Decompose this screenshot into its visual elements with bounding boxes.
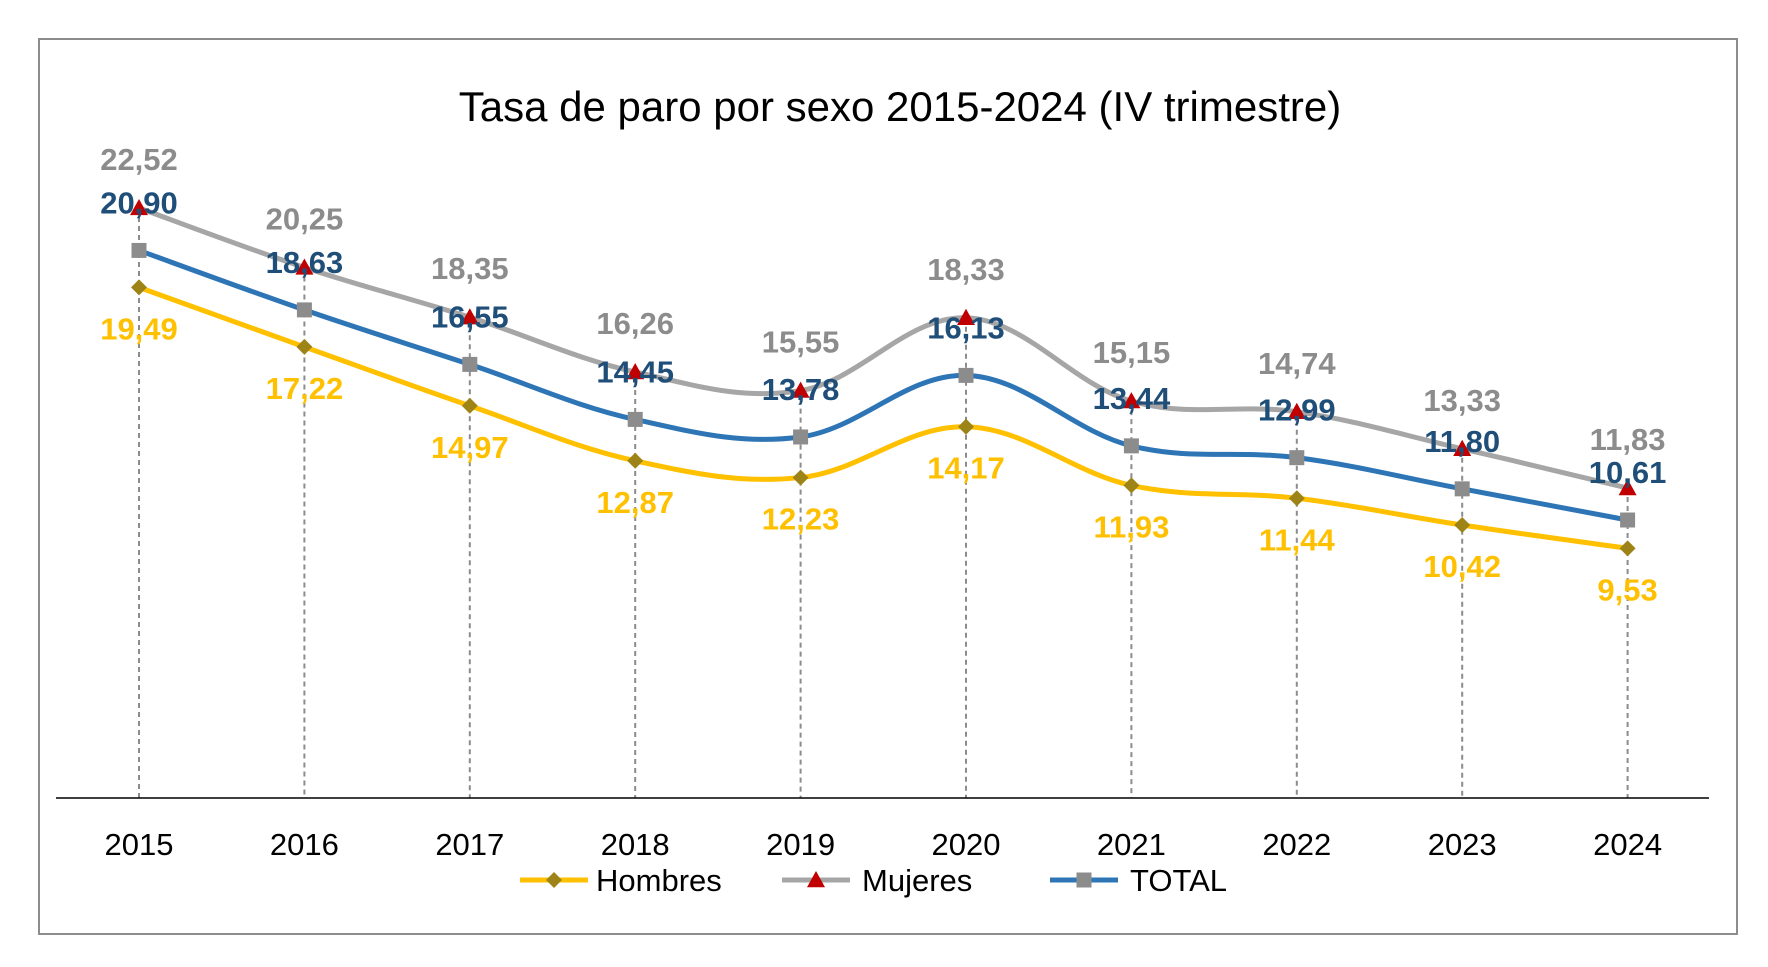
data-label-mujeres-2017: 18,35: [431, 251, 509, 286]
legend-marker-total: [1076, 872, 1092, 888]
legend-label-mujeres: Mujeres: [862, 863, 972, 898]
series-markers: [130, 198, 1637, 557]
data-label-total-2017: 16,55: [431, 299, 509, 334]
marker-hombres-2023: [1454, 516, 1471, 533]
marker-total-2018: [627, 411, 643, 427]
data-label-hombres-2019: 12,23: [762, 502, 840, 537]
legend-marker-hombres: [546, 872, 562, 888]
data-label-total-2020: 16,13: [927, 310, 1005, 345]
data-label-mujeres-2024: 11,83: [1590, 422, 1666, 457]
marker-hombres-2020: [958, 418, 974, 435]
legend-marker-mujeres: [807, 871, 825, 888]
x-tick-2019: 2019: [766, 827, 835, 862]
marker-total-2024: [1620, 512, 1636, 528]
marker-total-2016: [296, 302, 312, 318]
data-label-hombres-2021: 11,93: [1093, 509, 1169, 544]
data-label-total-2024: 10,61: [1589, 455, 1667, 490]
data-labels: 19,49 17,22 14,97 12,87 12,23 14,17 11,93 11,44…: [100, 142, 1666, 607]
marker-hombres-2022: [1288, 490, 1305, 507]
data-label-hombres-2024: 9,53: [1597, 572, 1657, 607]
legend-item-total: TOTAL: [1050, 863, 1227, 898]
x-tick-labels: 2015 2016 2017 2018 2019 2020 2021 2022 2023 2024: [105, 827, 1663, 862]
data-label-hombres-2015: 19,49: [100, 311, 178, 346]
marker-mujeres-2018: [626, 362, 645, 380]
data-label-mujeres-2018: 16,26: [596, 306, 674, 341]
data-label-total-2021: 13,44: [1093, 381, 1171, 416]
marker-hombres-2016: [296, 338, 313, 355]
series-line-total: [136, 247, 1631, 523]
data-label-total-2022: 12,99: [1258, 393, 1336, 428]
x-tick-2021: 2021: [1097, 827, 1166, 862]
marker-total-2020: [958, 367, 974, 383]
legend-item-mujeres: Mujeres: [782, 863, 972, 898]
x-tick-2016: 2016: [270, 827, 339, 862]
legend-label-hombres: Hombres: [596, 863, 722, 898]
x-tick-2020: 2020: [932, 827, 1001, 862]
marker-hombres-2024: [1619, 540, 1636, 557]
marker-hombres-2017: [461, 397, 478, 414]
marker-mujeres-2021: [1122, 392, 1141, 409]
legend: Hombres Mujeres TOTAL: [520, 863, 1227, 898]
data-label-hombres-2023: 10,42: [1423, 549, 1501, 584]
data-label-mujeres-2021: 15,15: [1093, 335, 1171, 370]
data-label-hombres-2022: 11,44: [1259, 522, 1336, 557]
series-line-hombres: [136, 284, 1631, 551]
x-tick-2023: 2023: [1428, 827, 1497, 862]
data-label-mujeres-2015: 22,52: [100, 142, 178, 177]
legend-item-hombres: Hombres: [520, 863, 722, 898]
series-lines: [136, 205, 1631, 551]
marker-total-2017: [462, 356, 478, 372]
chart-title: Tasa de paro por sexo 2015-2024 (IV trim…: [459, 83, 1341, 130]
data-label-hombres-2016: 17,22: [266, 371, 344, 406]
series-line-mujeres: [136, 205, 1631, 491]
data-label-total-2019: 13,78: [762, 372, 840, 407]
marker-mujeres-2016: [295, 258, 314, 275]
drop-lines: [138, 207, 1629, 798]
marker-hombres-2021: [1123, 477, 1140, 494]
x-tick-2024: 2024: [1593, 827, 1662, 862]
data-label-hombres-2018: 12,87: [596, 485, 674, 520]
data-label-total-2023: 11,80: [1424, 424, 1500, 459]
marker-mujeres-2019: [791, 381, 810, 398]
marker-total-2021: [1123, 438, 1139, 454]
marker-mujeres-2017: [460, 308, 479, 325]
marker-hombres-2019: [792, 469, 809, 486]
legend-label-total: TOTAL: [1130, 863, 1227, 898]
marker-total-2019: [793, 429, 809, 445]
marker-mujeres-2020: [957, 308, 975, 325]
marker-total-2023: [1454, 481, 1470, 497]
data-label-total-2016: 18,63: [266, 245, 344, 280]
marker-mujeres-2015: [130, 198, 148, 216]
x-tick-2022: 2022: [1262, 827, 1331, 862]
marker-mujeres-2024: [1618, 479, 1637, 496]
data-label-mujeres-2020: 18,33: [927, 252, 1005, 287]
marker-mujeres-2023: [1453, 439, 1472, 456]
data-label-total-2015: 20,90: [100, 185, 178, 220]
x-tick-2015: 2015: [105, 827, 174, 862]
data-label-mujeres-2016: 20,25: [266, 201, 344, 236]
data-label-mujeres-2023: 13,33: [1423, 383, 1501, 418]
x-tick-2018: 2018: [601, 827, 670, 862]
data-label-mujeres-2022: 14,74: [1258, 346, 1336, 381]
data-label-hombres-2017: 14,97: [431, 430, 509, 465]
data-label-total-2018: 14,45: [596, 354, 674, 389]
marker-hombres-2015: [131, 279, 147, 296]
x-tick-2017: 2017: [435, 827, 504, 862]
data-label-hombres-2020: 14,17: [927, 451, 1005, 486]
marker-hombres-2018: [627, 452, 644, 469]
marker-total-2022: [1289, 450, 1305, 466]
marker-mujeres-2022: [1287, 402, 1306, 420]
marker-total-2015: [131, 242, 147, 258]
data-label-mujeres-2019: 15,55: [762, 325, 840, 360]
